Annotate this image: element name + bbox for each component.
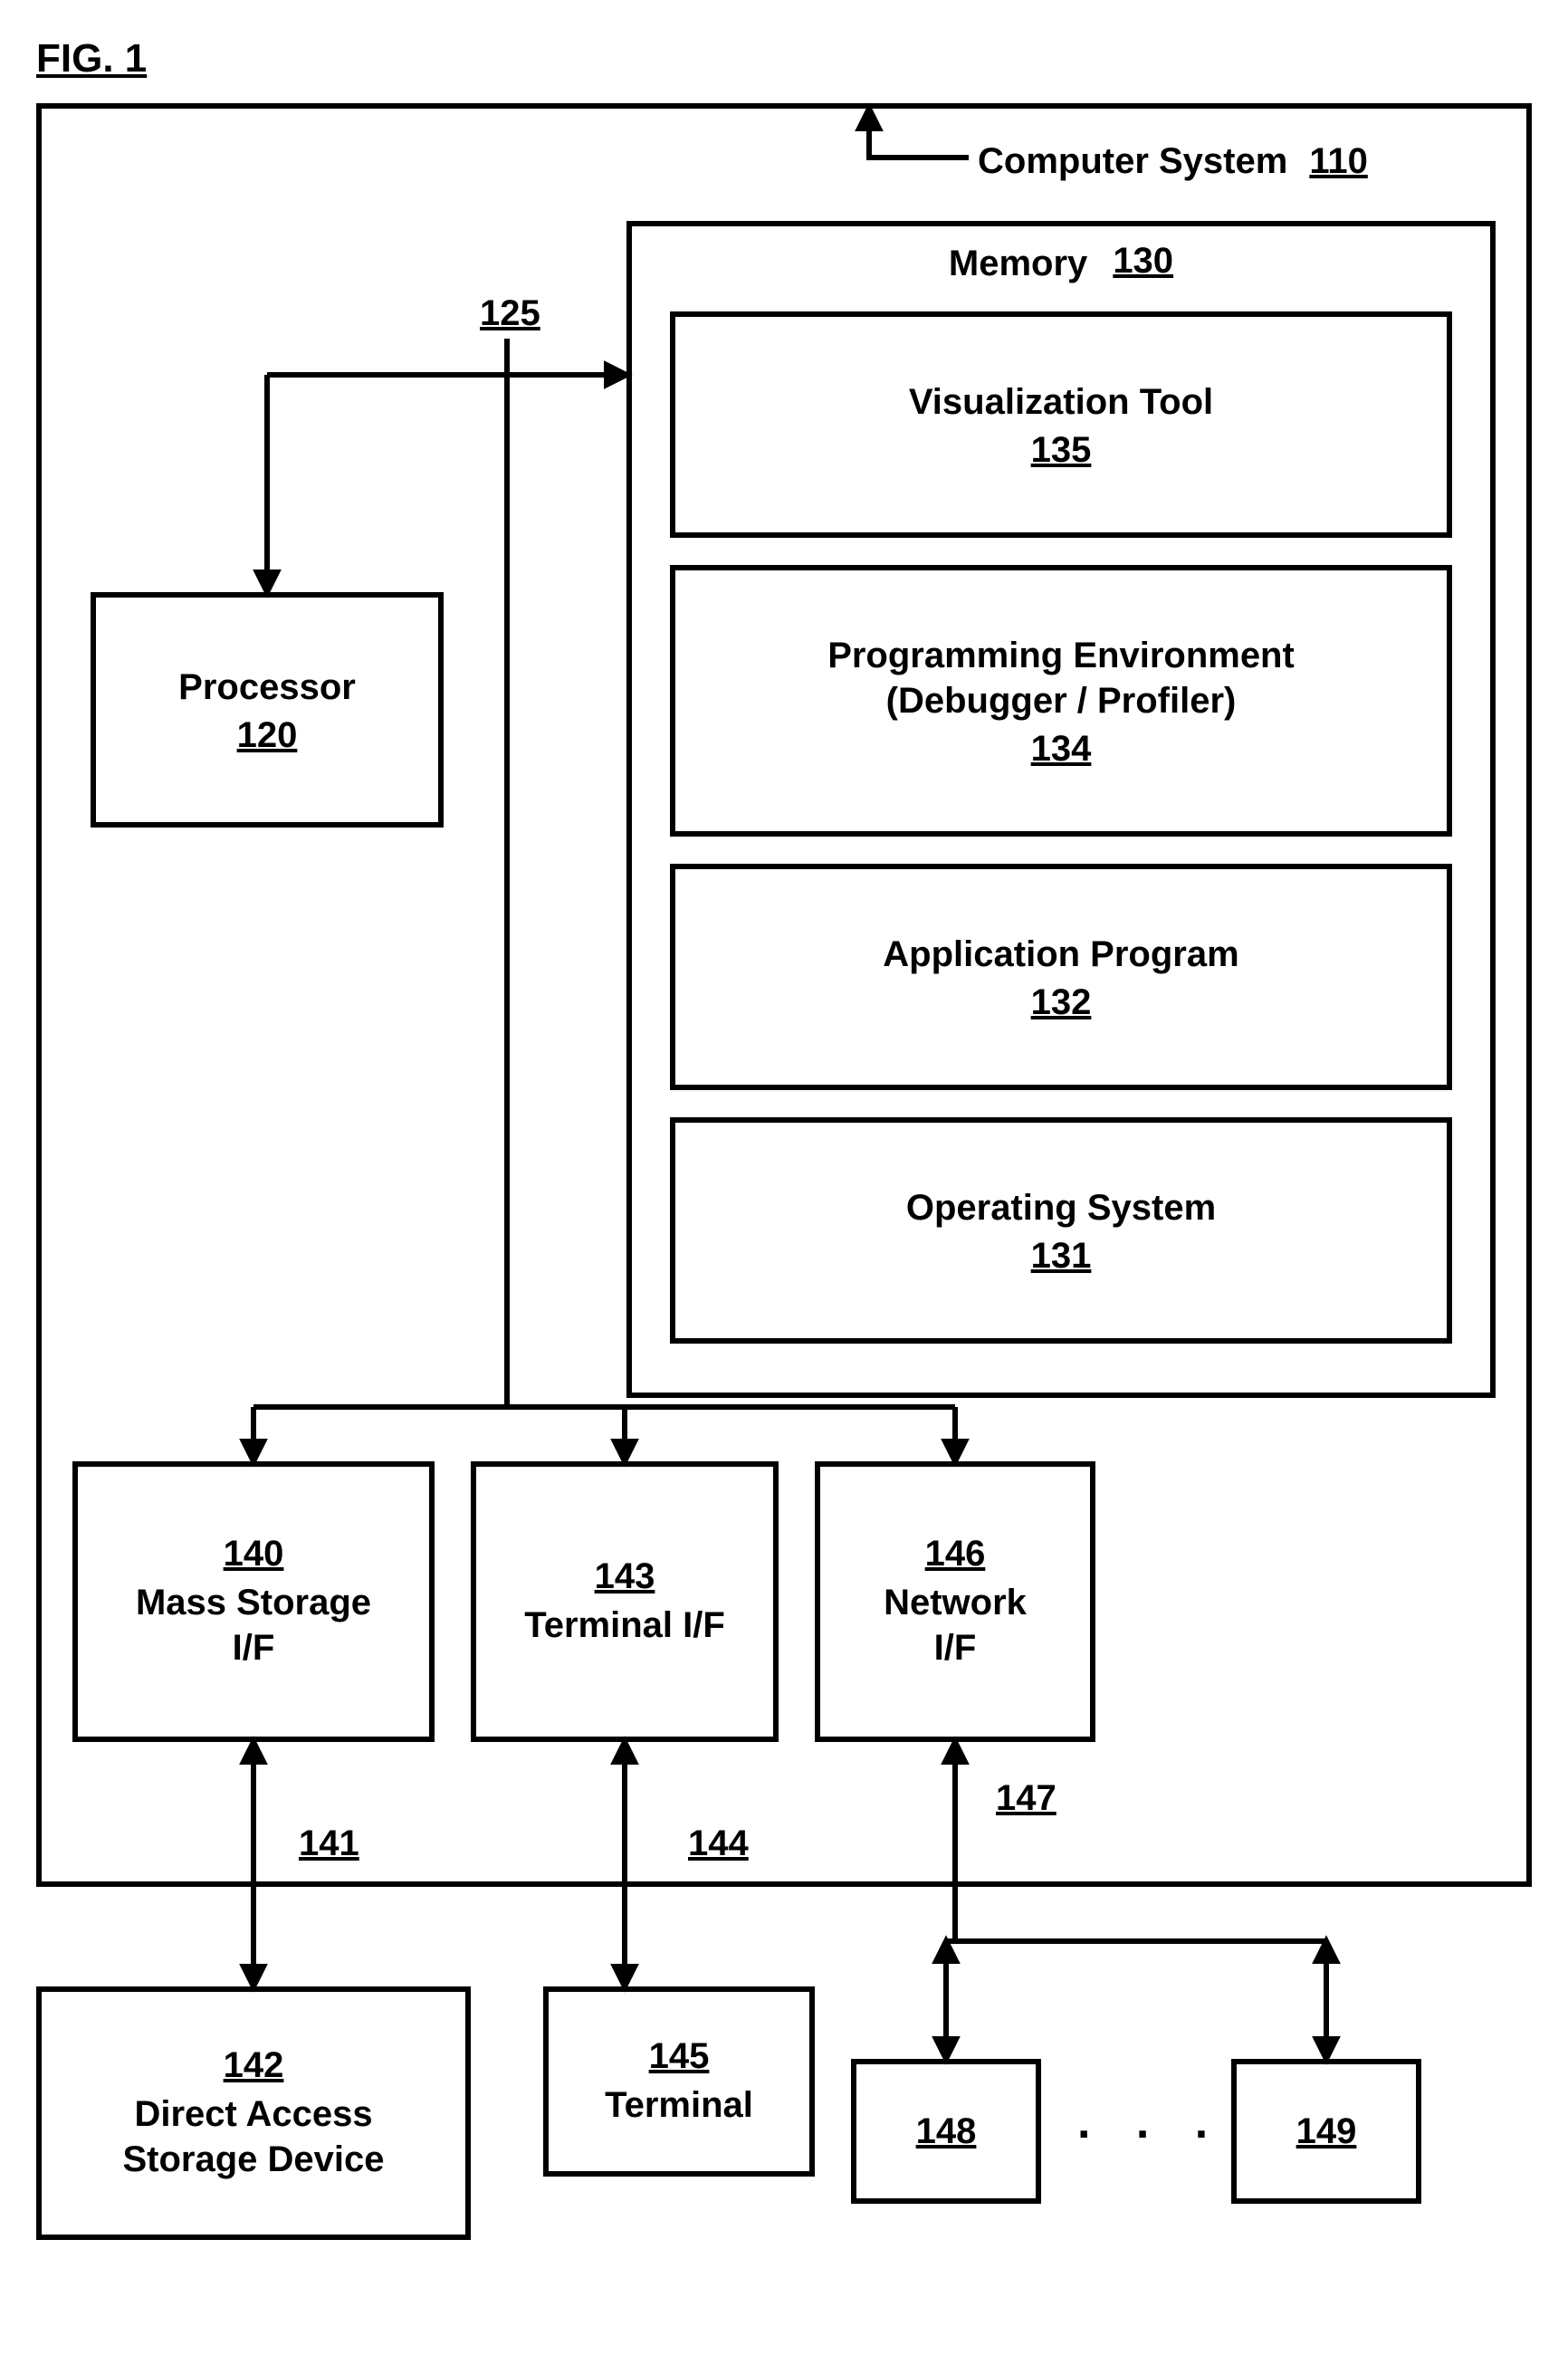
dasd-box: 142 Direct Access Storage Device — [36, 1986, 471, 2240]
network-if-sub: I/F — [934, 1625, 977, 1670]
processor-ref: 120 — [237, 715, 298, 756]
programming-env-ref: 134 — [1031, 729, 1092, 770]
terminal-box: 145 Terminal — [543, 1986, 815, 2177]
mass-link-ref: 141 — [299, 1823, 359, 1864]
network-if-ref: 146 — [925, 1534, 986, 1574]
computer-system-ref: 110 — [1309, 141, 1368, 182]
network-node-a-box: 148 — [851, 2059, 1041, 2204]
application-program-box: Application Program 132 — [670, 864, 1452, 1090]
terminal-if-label: Terminal I/F — [524, 1603, 725, 1648]
terminal-if-box: 143 Terminal I/F — [471, 1461, 779, 1742]
computer-system-title-row: Computer System 110 — [978, 136, 1368, 184]
diagram-canvas: Computer System 110 125 Processor 120 Me… — [36, 103, 1532, 2321]
network-if-label: Network — [884, 1580, 1027, 1625]
memory-label: Memory — [949, 241, 1087, 286]
network-nodes-ellipsis: . . . — [1077, 2095, 1224, 2149]
bus-ref: 125 — [480, 293, 540, 334]
mass-storage-if-sub: I/F — [233, 1625, 275, 1670]
network-link-ref: 147 — [996, 1778, 1056, 1819]
operating-system-box: Operating System 131 — [670, 1117, 1452, 1344]
network-if-box: 146 Network I/F — [815, 1461, 1095, 1742]
application-program-ref: 132 — [1031, 982, 1092, 1023]
figure-label: FIG. 1 — [36, 36, 1532, 81]
network-node-b-box: 149 — [1231, 2059, 1421, 2204]
processor-label: Processor — [178, 665, 356, 710]
mass-storage-if-label: Mass Storage — [136, 1580, 371, 1625]
dasd-label2: Storage Device — [122, 2137, 384, 2182]
programming-env-label1: Programming Environment — [827, 633, 1295, 678]
mass-storage-if-ref: 140 — [224, 1534, 284, 1574]
terminal-if-ref: 143 — [595, 1556, 655, 1597]
application-program-label: Application Program — [883, 932, 1238, 977]
network-node-a-ref: 148 — [916, 2111, 977, 2152]
visualization-tool-ref: 135 — [1031, 430, 1092, 471]
dasd-ref: 142 — [224, 2045, 284, 2086]
memory-ref: 130 — [1113, 241, 1173, 286]
processor-box: Processor 120 — [91, 592, 444, 828]
mass-storage-if-box: 140 Mass Storage I/F — [72, 1461, 435, 1742]
computer-system-title: Computer System — [978, 139, 1287, 184]
dasd-label1: Direct Access — [134, 2091, 372, 2137]
terminal-link-ref: 144 — [688, 1823, 749, 1864]
programming-env-label2: (Debugger / Profiler) — [886, 678, 1237, 723]
visualization-tool-box: Visualization Tool 135 — [670, 311, 1452, 538]
network-node-b-ref: 149 — [1296, 2111, 1357, 2152]
operating-system-ref: 131 — [1031, 1236, 1092, 1277]
programming-env-box: Programming Environment (Debugger / Prof… — [670, 565, 1452, 837]
terminal-ref: 145 — [649, 2036, 710, 2077]
terminal-label: Terminal — [605, 2082, 753, 2128]
operating-system-label: Operating System — [906, 1185, 1216, 1230]
visualization-tool-label: Visualization Tool — [909, 379, 1213, 425]
